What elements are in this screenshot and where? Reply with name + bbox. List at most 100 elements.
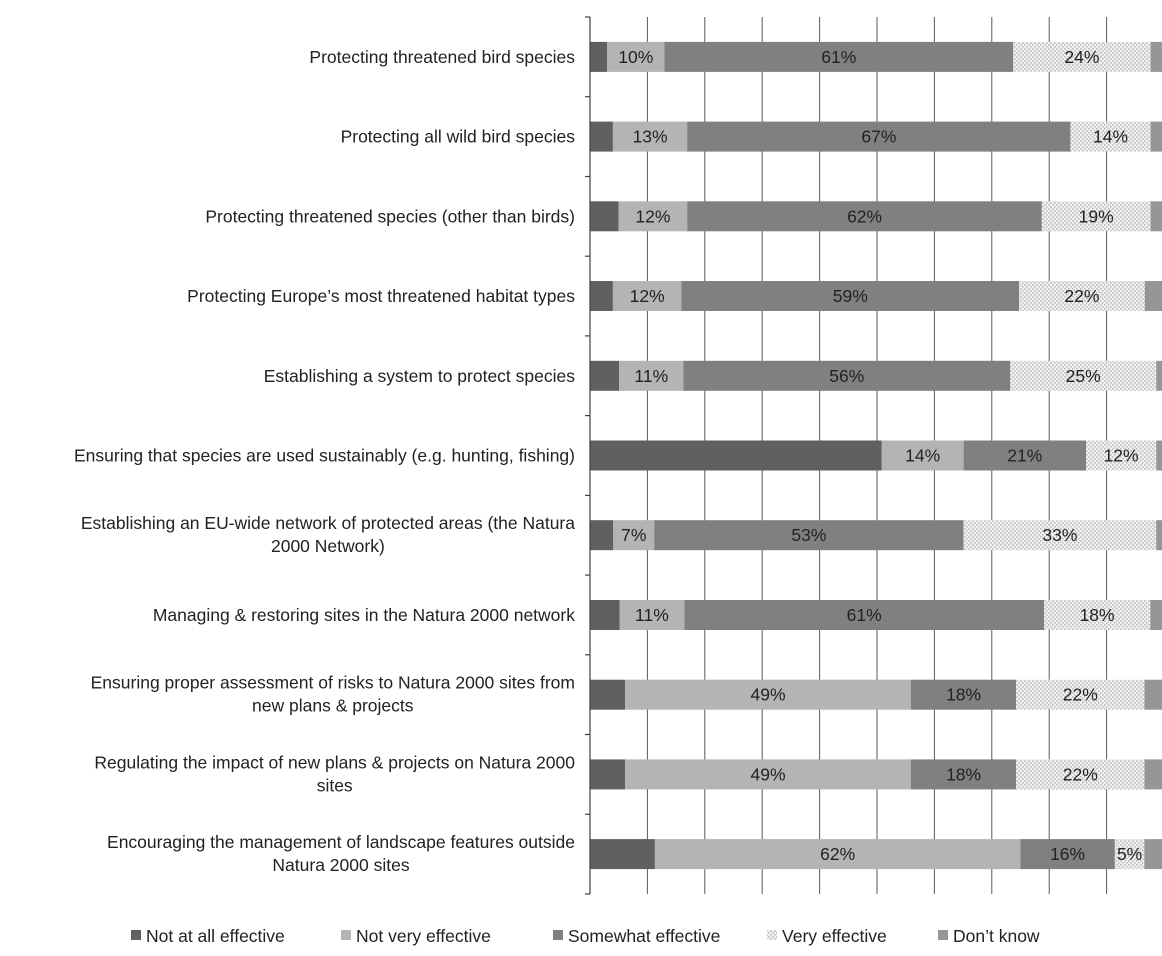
bar-segment	[1020, 839, 1115, 870]
legend: Not at all effective Not very effective So…	[131, 926, 1040, 946]
bar-segment	[654, 839, 1021, 870]
bar-segment	[1144, 679, 1162, 710]
data-label: 61%	[821, 47, 856, 67]
bar-segment	[590, 759, 625, 790]
category-label: Establishing a system to protect species	[264, 366, 576, 386]
bar-segment	[590, 281, 613, 311]
data-label: 22%	[1063, 764, 1098, 784]
bar-segment	[1150, 201, 1162, 232]
category-label: Managing & restoring sites in the Natura…	[153, 605, 575, 625]
bar-segment	[590, 121, 613, 152]
data-label: 22%	[1063, 685, 1098, 705]
category-label-line2: Natura 2000 sites	[272, 855, 409, 875]
data-label: 49%	[750, 764, 785, 784]
bar-segment	[1150, 41, 1162, 72]
legend-swatch	[938, 930, 948, 940]
data-label: 5%	[1117, 844, 1142, 864]
data-label: 67%	[861, 127, 896, 147]
data-label: 49%	[750, 685, 785, 705]
category-label-line2: 2000 Network)	[271, 536, 385, 556]
category-label: Protecting threatened species (other tha…	[205, 206, 575, 226]
bar-segment	[613, 520, 655, 551]
bar-segment	[1150, 600, 1162, 630]
bar-segment	[1114, 839, 1145, 870]
data-label: 13%	[633, 127, 668, 147]
bar-segment	[612, 121, 688, 152]
data-label: 19%	[1079, 206, 1114, 226]
bar-segment	[684, 600, 1045, 630]
category-labels: Protecting threatened bird species Protec…	[74, 47, 575, 875]
bar-segment	[619, 600, 685, 630]
bar-segment	[590, 600, 620, 630]
bar-segment	[1016, 679, 1145, 710]
bars	[590, 41, 1162, 870]
bar-segment	[687, 121, 1071, 152]
data-label: 12%	[630, 286, 665, 306]
category-label-line2: sites	[317, 775, 353, 795]
category-label: Establishing an EU-wide network of prote…	[81, 513, 575, 533]
data-label: 33%	[1042, 525, 1077, 545]
bar-segment	[1010, 360, 1157, 391]
bar-segment	[1070, 121, 1151, 152]
bar-segment	[911, 679, 1017, 710]
data-labels: 10% 61% 24% 13% 67% 14% 12% 62% 19% 12% 59% 22% 11% 5…	[618, 47, 1142, 864]
bar-segment	[654, 520, 964, 551]
bar-segment	[590, 679, 625, 710]
bar-segment	[687, 201, 1042, 232]
data-label: 21%	[1007, 446, 1042, 466]
category-label: Ensuring proper assessment of risks to N…	[91, 673, 575, 693]
data-label: 10%	[618, 47, 653, 67]
data-label: 11%	[634, 366, 668, 386]
bar-segment	[590, 201, 619, 232]
data-label: 18%	[946, 764, 981, 784]
category-label: Protecting threatened bird species	[309, 47, 575, 67]
bar-segment	[963, 520, 1157, 551]
data-label: 56%	[829, 366, 864, 386]
bar-segment	[963, 440, 1087, 471]
category-label: Regulating the impact of new plans & pro…	[94, 752, 575, 772]
legend-swatch	[341, 930, 351, 940]
bar-segment	[590, 839, 655, 870]
data-label: 24%	[1064, 47, 1099, 67]
data-label: 59%	[833, 286, 868, 306]
bar-segment	[590, 440, 882, 471]
data-label: 22%	[1064, 286, 1099, 306]
data-label: 12%	[1104, 446, 1139, 466]
bar-segment	[607, 41, 665, 72]
bar-segment	[683, 360, 1011, 391]
category-label: Protecting all wild bird species	[341, 127, 576, 147]
data-label: 18%	[1080, 605, 1115, 625]
bar-segment	[1144, 759, 1162, 790]
y-axis	[585, 16, 591, 895]
bar-segment	[1041, 201, 1151, 232]
bar-segment	[1019, 281, 1145, 311]
bar-segment	[664, 41, 1014, 72]
category-label: Encouraging the management of landscape …	[107, 832, 575, 852]
data-label: 11%	[635, 605, 669, 625]
bar-segment	[1086, 440, 1157, 471]
data-label: 25%	[1066, 366, 1101, 386]
legend-swatch	[131, 930, 141, 940]
data-label: 16%	[1050, 844, 1085, 864]
legend-label: Somewhat effective	[568, 926, 720, 946]
bar-segment	[1013, 41, 1151, 72]
legend-label: Very effective	[782, 926, 887, 946]
legend-label: Not at all effective	[146, 926, 285, 946]
bar-segment	[1044, 600, 1151, 630]
bar-segment	[625, 679, 911, 710]
bar-segment	[911, 759, 1017, 790]
data-label: 14%	[1093, 127, 1128, 147]
category-label: Ensuring that species are used sustainab…	[74, 446, 575, 466]
bar-segment	[619, 360, 684, 391]
bar-segment	[1016, 759, 1145, 790]
data-label: 12%	[635, 206, 670, 226]
bar-segment	[1156, 440, 1162, 471]
bar-segment	[681, 281, 1019, 311]
legend-swatch	[767, 930, 777, 940]
bar-segment	[1150, 121, 1162, 152]
data-label: 14%	[905, 446, 940, 466]
bar-segment	[1144, 281, 1162, 311]
bar-segment	[590, 520, 614, 551]
bar-segment	[1156, 360, 1162, 391]
